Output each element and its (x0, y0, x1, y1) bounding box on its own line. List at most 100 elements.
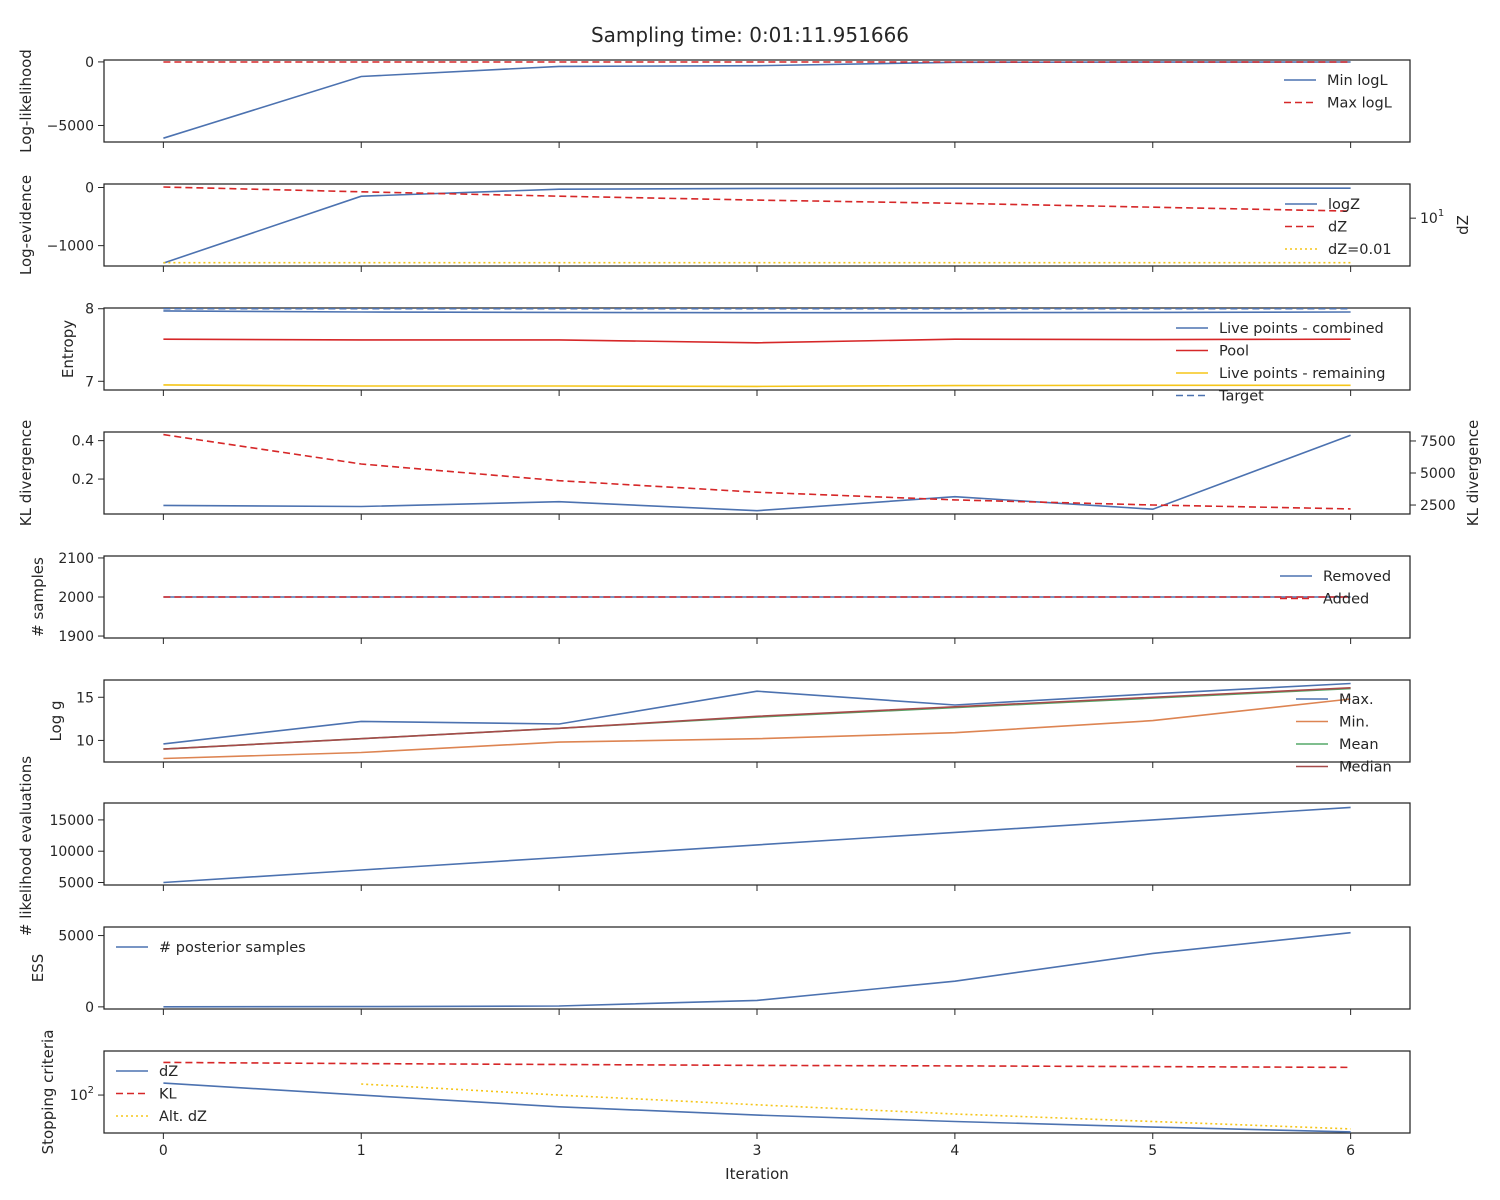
subplot-log-evidence: 0 −1000 101 Log-evidence dZ logZ dZ dZ=0.01 (17, 175, 1472, 275)
y-axis-label: Stopping criteria (39, 1030, 57, 1155)
legend-label-dz: dZ (159, 1064, 178, 1080)
legend-label-removed: Removed (1323, 569, 1391, 585)
y-tick-label: 7 (85, 374, 94, 390)
subplot-log-g: 15 10 Log g Max. Min. Mean Median (47, 679, 1411, 776)
legend: Min logL Max logL (1284, 73, 1392, 112)
x-tick-label: 1 (357, 1143, 366, 1159)
series-line-alt-dz (361, 1083, 1351, 1130)
legend-label-dz-0-01: dZ=0.01 (1328, 242, 1392, 258)
tick-exponent: 2 (88, 1085, 94, 1096)
series-line-min (163, 698, 1351, 760)
legend-label-dz: dZ (1328, 220, 1347, 236)
y-tick-label: 10000 (49, 844, 94, 860)
legend-label-posterior-samples: # posterior samples (159, 940, 306, 956)
x-axis-label: Iteration (725, 1165, 789, 1183)
legend-label-kl: KL (159, 1087, 177, 1103)
y-axis-label: # samples (29, 557, 47, 637)
y-tick-label: 5000 (58, 929, 94, 945)
subplot-stopping-criteria: 0 1 2 3 4 5 6 102 Stopping criteria dZ KL Alt. dZ (39, 1030, 1411, 1159)
y-axis-label: KL divergence (17, 420, 35, 526)
x-tick-label: 6 (1346, 1143, 1355, 1159)
y-tick-label: 102 (70, 1085, 94, 1104)
tick-base: 10 (1420, 211, 1438, 227)
tick-base: 10 (70, 1088, 88, 1104)
legend: Removed Added (1280, 569, 1391, 608)
y-axis-label: Log g (47, 700, 65, 741)
legend-label-target: Target (1218, 389, 1264, 405)
y-axis-label: Entropy (59, 320, 77, 378)
subplot-log-likelihood: 0 −5000 Log-likelihood Min logL Max logL (17, 49, 1411, 153)
legend-label-median: Median (1339, 760, 1392, 776)
y-axis-label: # likelihood evaluations (17, 756, 35, 936)
legend-label-max-logl: Max logL (1327, 96, 1392, 112)
y-tick-label: 10 (76, 733, 94, 749)
plot-area (163, 61, 1351, 139)
axes-frame (103, 679, 1411, 763)
series-line-live-points-combined (163, 310, 1351, 314)
y-axis-label: Log-likelihood (17, 49, 35, 153)
y-tick-label: 5000 (58, 875, 94, 891)
y-tick-label: 0 (85, 180, 94, 196)
legend-label-pool: Pool (1219, 344, 1249, 360)
legend: dZ KL Alt. dZ (116, 1064, 207, 1125)
figure-title: Sampling time: 0:01:11.951666 (591, 23, 909, 47)
axes-frame (103, 307, 1411, 391)
y-axis-label: ESS (29, 954, 47, 983)
y-tick-label: 0 (85, 55, 94, 71)
legend-label-min: Min. (1339, 715, 1369, 731)
series-line-live-points-remaining (163, 384, 1351, 388)
y-tick-label: 1900 (58, 629, 94, 645)
legend-label-max: Max. (1339, 692, 1374, 708)
legend: logZ dZ dZ=0.01 (1285, 197, 1392, 258)
series-line-dz (163, 1082, 1351, 1133)
series-line-kl-divergence (163, 433, 1351, 510)
axes-frame (103, 183, 1411, 267)
plot-area (163, 433, 1351, 512)
plot-area (163, 806, 1351, 884)
x-tick-label: 0 (159, 1143, 168, 1159)
series-line-posterior-samples (163, 931, 1351, 1008)
legend-label-alt-dz: Alt. dZ (159, 1109, 207, 1125)
series-line-logz (163, 187, 1351, 264)
series-line-likelihood-evaluations (163, 806, 1351, 884)
y-axis-label: Log-evidence (17, 175, 35, 275)
x-tick-label: 5 (1148, 1143, 1157, 1159)
y-tick-label: 15 (76, 690, 94, 706)
series-line-max (163, 682, 1351, 745)
y-tick-label: 2100 (58, 551, 94, 567)
x-tick-label: 3 (753, 1143, 762, 1159)
subplot-likelihood-evaluations: 15000 10000 5000 # likelihood evaluations (17, 756, 1411, 936)
x-tick-label: 4 (950, 1143, 959, 1159)
right-y-axis-label: KL divergence (1464, 420, 1482, 526)
subplot-samples: 2100 2000 1900 # samples Removed Added (29, 551, 1411, 645)
legend: Max. Min. Mean Median (1296, 692, 1392, 776)
right-y-tick-label: 7500 (1420, 434, 1456, 450)
legend-label-added: Added (1323, 592, 1369, 608)
y-tick-label: 2000 (58, 590, 94, 606)
right-y-axis-label: dZ (1454, 215, 1472, 235)
series-line-kl-divergence (163, 434, 1351, 512)
subplots: 0 −5000 Log-likelihood Min logL Max logL 0 −10… (17, 49, 1482, 1159)
y-tick-label: −5000 (47, 118, 94, 134)
series-line-pool (163, 338, 1351, 344)
plot-area (163, 308, 1351, 388)
series-line-kl (163, 1061, 1351, 1069)
tick-exponent: 1 (1438, 208, 1444, 219)
legend-label-min-logl: Min logL (1327, 73, 1388, 89)
plot-area (163, 186, 1351, 264)
y-tick-label: 8 (85, 302, 94, 318)
plot-area (163, 931, 1351, 1008)
y-tick-label: 0.2 (72, 472, 94, 488)
axes-frame (103, 431, 1411, 515)
right-y-tick-label: 2500 (1420, 498, 1456, 514)
legend: # posterior samples (116, 940, 306, 956)
right-y-tick-label: 5000 (1420, 466, 1456, 482)
right-y-tick-label: 101 (1420, 208, 1444, 227)
plot-area (163, 682, 1351, 760)
axes-frame (103, 59, 1411, 143)
y-tick-label: −1000 (47, 239, 94, 255)
legend-label-live-points-combined: Live points - combined (1219, 321, 1384, 337)
series-line-dz (163, 186, 1351, 212)
